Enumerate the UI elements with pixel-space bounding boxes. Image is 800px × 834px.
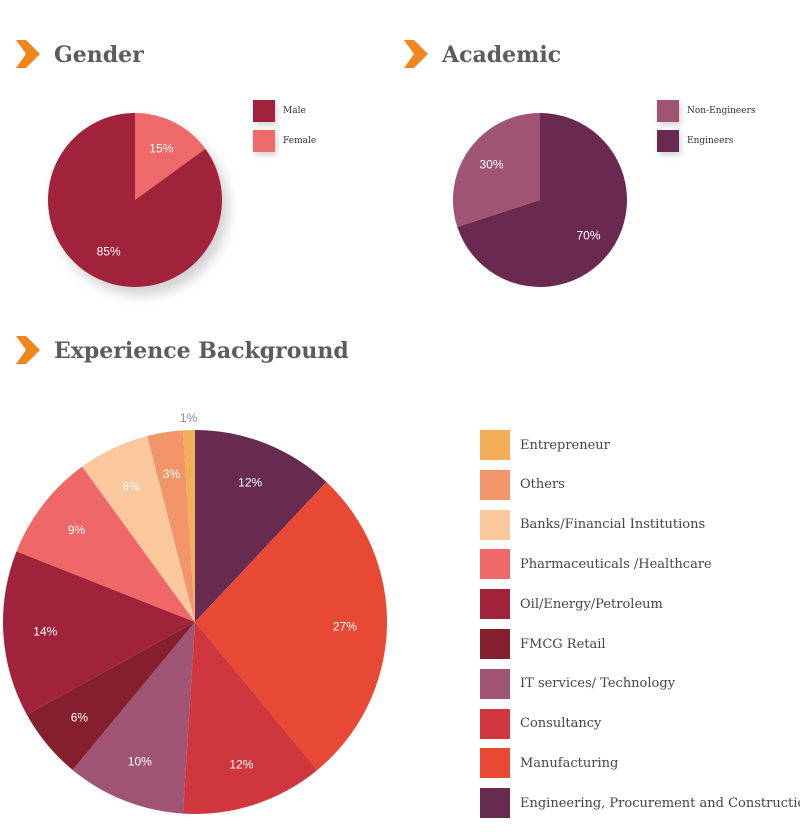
experience-title: Experience Background — [54, 338, 349, 364]
gender-slice-female — [135, 113, 206, 200]
experience-legend-label: Oil/Energy/Petroleum — [520, 596, 663, 612]
experience-label-others: 3% — [163, 467, 181, 481]
experience-legend-item: Manufacturing — [480, 748, 619, 779]
chevron-icon — [16, 40, 40, 68]
experience-legend-item: Banks/Financial Institutions — [480, 509, 706, 540]
gender-title: Gender — [54, 42, 144, 68]
chevron-icon — [16, 336, 40, 364]
experience-legend-label: Others — [520, 477, 565, 493]
academic-legend: Non-Engineers Engineers — [657, 100, 777, 160]
experience-slice-others — [147, 430, 195, 622]
experience-slice-engineering-procurement-and-construction — [195, 430, 327, 622]
gender-pie-chart: 15% 85% — [47, 113, 222, 287]
experience-pie-chart: 12% 27% 12% 10% 6% 14% 9% 6% 3% 1% — [2, 411, 388, 814]
experience-legend-label: Engineering, Procurement and Constructio… — [520, 795, 800, 811]
gender-label-male: 85% — [97, 245, 121, 259]
experience-label-engineering-procurement-and-construction: 12% — [238, 476, 262, 490]
gender-legend-label: Female — [283, 136, 317, 146]
academic-slice-non-engineers — [453, 113, 540, 227]
experience-legend-swatch — [480, 430, 510, 460]
experience-legend-label: Consultancy — [520, 716, 602, 732]
academic-legend-label: Engineers — [687, 136, 734, 146]
gender-legend-item: Female — [253, 130, 316, 152]
gender-legend-swatch — [253, 130, 275, 152]
experience-label-fmcg-retail: 6% — [71, 711, 89, 725]
experience-legend-item: IT services/ Technology — [480, 668, 676, 699]
experience-legend-label: IT services/ Technology — [520, 676, 676, 692]
experience-legend-label: Manufacturing — [520, 755, 619, 771]
experience-legend-swatch — [480, 589, 510, 620]
experience-legend-label: FMCG Retail — [520, 636, 606, 652]
gender-slice-male — [47, 113, 222, 287]
experience-label-pharmaceuticals-healthcare: 9% — [68, 523, 86, 537]
experience-label-manufacturing: 27% — [333, 620, 357, 634]
experience-legend-label: Banks/Financial Institutions — [520, 517, 706, 533]
experience-legend-item: FMCG Retail — [480, 629, 606, 659]
experience-legend-swatch — [480, 668, 510, 699]
experience-legend-swatch — [480, 708, 510, 739]
experience-slice-it-services-technology — [72, 622, 195, 814]
experience-label-consultancy: 12% — [229, 758, 253, 772]
experience-slice-entrepreneur — [182, 430, 195, 622]
experience-legend-item: Oil/Energy/Petroleum — [480, 589, 663, 620]
academic-slice-engineers — [457, 113, 628, 287]
experience-slice-banks-financial-institutions — [82, 436, 195, 622]
gender-legend-item: Male — [253, 100, 306, 122]
academic-legend-item: Non-Engineers — [657, 100, 756, 122]
experience-legend-swatch — [480, 549, 510, 580]
experience-slice-consultancy — [182, 622, 318, 814]
experience-legend-item: Pharmaceuticals /Healthcare — [480, 549, 712, 580]
academic-title: Academic — [442, 42, 562, 68]
gender-legend-label: Male — [283, 106, 306, 116]
experience-slice-manufacturing — [195, 482, 388, 770]
gender-legend: Male Female — [253, 100, 373, 160]
experience-section-title: Experience Background — [14, 336, 349, 366]
experience-label-banks-financial-institutions: 6% — [122, 479, 140, 493]
academic-legend-swatch — [657, 130, 679, 152]
gender-section-title: Gender — [14, 40, 144, 70]
gender-label-female: 15% — [149, 141, 173, 155]
experience-legend-label: Entrepreneur — [520, 437, 610, 453]
experience-legend-swatch — [480, 748, 510, 779]
academic-label-engineers: 70% — [576, 228, 600, 242]
academic-label-non-engineers: 30% — [479, 158, 503, 172]
experience-slice-oil-energy-petroleum — [2, 551, 195, 715]
academic-legend-label: Non-Engineers — [687, 106, 756, 116]
academic-legend-swatch — [657, 100, 679, 122]
experience-legend-swatch — [480, 469, 510, 500]
academic-legend-item: Engineers — [657, 130, 733, 152]
experience-label-entrepreneur: 1% — [180, 411, 198, 425]
experience-legend-swatch — [480, 509, 510, 540]
experience-slice-pharmaceuticals-healthcare — [16, 466, 196, 622]
experience-legend-swatch — [480, 788, 510, 819]
experience-label-oil-energy-petroleum: 14% — [33, 624, 57, 638]
experience-legend-item: Engineering, Procurement and Constructio… — [480, 788, 800, 819]
academic-section-title: Academic — [402, 40, 561, 70]
experience-legend-swatch — [480, 629, 510, 659]
experience-legend: Entrepreneur Others Banks/Financial Instit… — [480, 430, 800, 830]
experience-label-it-services-technology: 10% — [128, 755, 152, 769]
chevron-icon — [404, 40, 428, 68]
experience-slice-fmcg-retail — [26, 622, 195, 770]
experience-legend-item: Entrepreneur — [480, 430, 610, 460]
experience-legend-label: Pharmaceuticals /Healthcare — [520, 556, 712, 572]
experience-legend-item: Others — [480, 469, 565, 500]
experience-legend-item: Consultancy — [480, 708, 602, 739]
academic-pie-chart: 70% 30% — [453, 113, 628, 287]
gender-legend-swatch — [253, 100, 275, 122]
